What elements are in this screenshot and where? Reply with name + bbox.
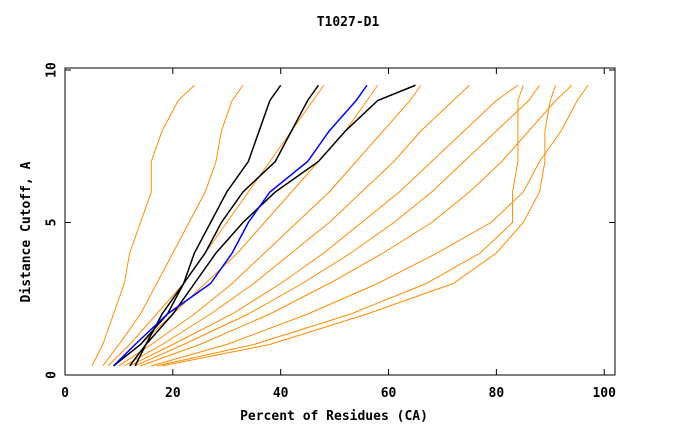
y-axis-label: Distance Cutoff, A	[19, 161, 34, 302]
data-line	[113, 84, 368, 367]
x-tick-label: 20	[165, 386, 181, 401]
data-line	[113, 84, 320, 367]
data-line	[151, 84, 589, 367]
y-tick-label: 10	[45, 62, 60, 78]
chart-title: T1027-D1	[317, 15, 380, 30]
y-tick-label: 5	[45, 219, 60, 227]
data-line	[91, 84, 195, 367]
x-tick-label: 0	[61, 386, 69, 401]
data-line	[107, 84, 325, 367]
y-tick-label: 0	[45, 371, 60, 379]
data-line	[102, 84, 244, 367]
x-tick-label: 60	[381, 386, 397, 401]
x-tick-label: 40	[273, 386, 289, 401]
x-tick-label: 100	[592, 386, 616, 401]
data-line	[140, 84, 573, 367]
x-axis-label: Percent of Residues (CA)	[240, 409, 428, 424]
data-line	[113, 84, 379, 367]
plot-frame	[64, 67, 616, 376]
data-line	[124, 84, 470, 367]
data-line	[134, 84, 416, 367]
x-tick-label: 80	[489, 386, 505, 401]
data-line	[118, 84, 422, 367]
data-line	[129, 84, 282, 367]
data-line	[156, 85, 524, 367]
data-line	[129, 84, 519, 367]
data-line	[161, 85, 557, 367]
data-line	[134, 84, 540, 367]
